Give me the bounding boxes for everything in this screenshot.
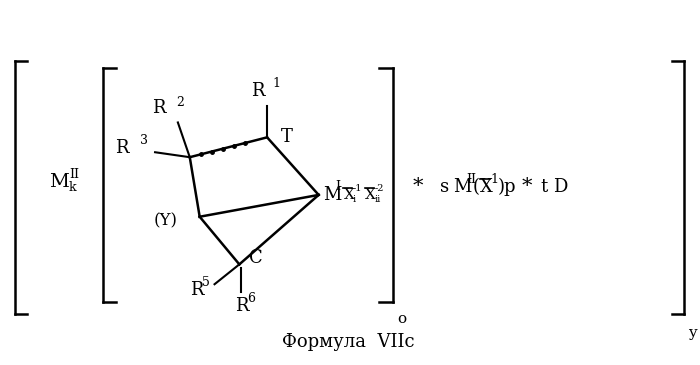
Text: C: C bbox=[249, 249, 263, 268]
Text: 1: 1 bbox=[490, 173, 498, 185]
Text: I: I bbox=[335, 180, 340, 193]
Text: T: T bbox=[281, 128, 293, 146]
Text: *: * bbox=[412, 177, 423, 196]
Text: y: y bbox=[689, 326, 697, 340]
Text: X: X bbox=[344, 188, 354, 202]
Text: 3: 3 bbox=[140, 134, 148, 147]
Text: R: R bbox=[153, 99, 166, 116]
Text: o: o bbox=[397, 312, 406, 326]
Text: X: X bbox=[365, 188, 376, 202]
Text: (: ( bbox=[473, 178, 480, 196]
Text: M: M bbox=[454, 178, 472, 196]
Text: M: M bbox=[49, 173, 69, 191]
Text: R: R bbox=[251, 82, 264, 100]
Text: )p: )p bbox=[498, 178, 517, 196]
Text: 5: 5 bbox=[202, 276, 209, 289]
Text: (Y): (Y) bbox=[154, 212, 178, 229]
Text: R: R bbox=[235, 297, 249, 315]
Text: s: s bbox=[440, 178, 449, 196]
Text: Формула  VIIc: Формула VIIc bbox=[282, 333, 414, 351]
Text: II: II bbox=[69, 168, 79, 181]
Text: X: X bbox=[480, 178, 493, 196]
Text: *: * bbox=[522, 177, 532, 196]
Text: 1: 1 bbox=[272, 77, 280, 90]
Text: ii: ii bbox=[374, 195, 380, 204]
Text: 2: 2 bbox=[176, 96, 184, 109]
Text: R: R bbox=[115, 139, 128, 157]
Text: II: II bbox=[466, 173, 477, 185]
Text: t D: t D bbox=[540, 178, 568, 196]
Text: M: M bbox=[323, 186, 342, 204]
Text: R: R bbox=[190, 281, 203, 299]
Text: k: k bbox=[69, 181, 76, 195]
Text: -1: -1 bbox=[352, 184, 362, 193]
Text: 6: 6 bbox=[247, 292, 256, 305]
Text: -2: -2 bbox=[374, 184, 384, 193]
Text: i: i bbox=[352, 195, 356, 204]
